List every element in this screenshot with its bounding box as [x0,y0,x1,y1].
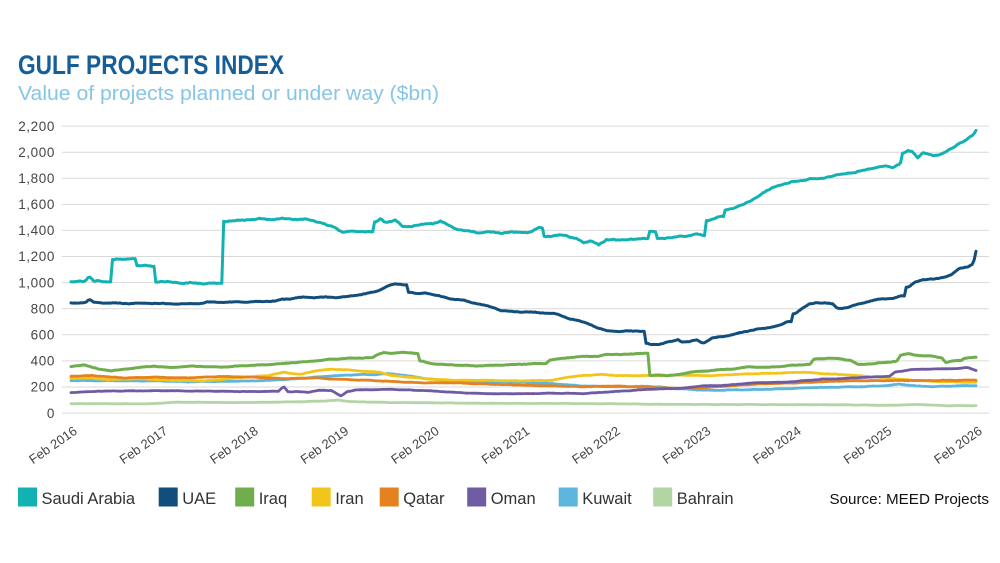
svg-text:1,200: 1,200 [18,249,55,264]
svg-text:Saudi Arabia: Saudi Arabia [42,490,136,508]
svg-text:Iraq: Iraq [259,490,287,508]
svg-text:UAE: UAE [182,490,216,508]
svg-text:Qatar: Qatar [403,490,445,508]
svg-text:2,200: 2,200 [18,119,55,134]
svg-text:GULF PROJECTS INDEX: GULF PROJECTS INDEX [18,50,284,80]
svg-text:800: 800 [31,301,55,316]
svg-text:2,000: 2,000 [18,145,55,160]
svg-text:Iran: Iran [335,490,363,508]
svg-text:Oman: Oman [491,490,536,508]
svg-text:Kuwait: Kuwait [582,490,632,508]
svg-text:600: 600 [31,328,55,343]
svg-text:1,400: 1,400 [18,223,55,238]
svg-text:Value of projects planned or u: Value of projects planned or under way (… [18,83,439,105]
svg-text:400: 400 [31,354,55,369]
svg-text:Bahrain: Bahrain [677,490,734,508]
svg-text:Source: MEED Projects: Source: MEED Projects [829,491,989,508]
svg-text:200: 200 [31,380,55,395]
svg-text:0: 0 [47,406,55,421]
svg-text:1,600: 1,600 [18,197,55,212]
svg-text:1,000: 1,000 [18,275,55,290]
svg-text:1,800: 1,800 [18,171,55,186]
